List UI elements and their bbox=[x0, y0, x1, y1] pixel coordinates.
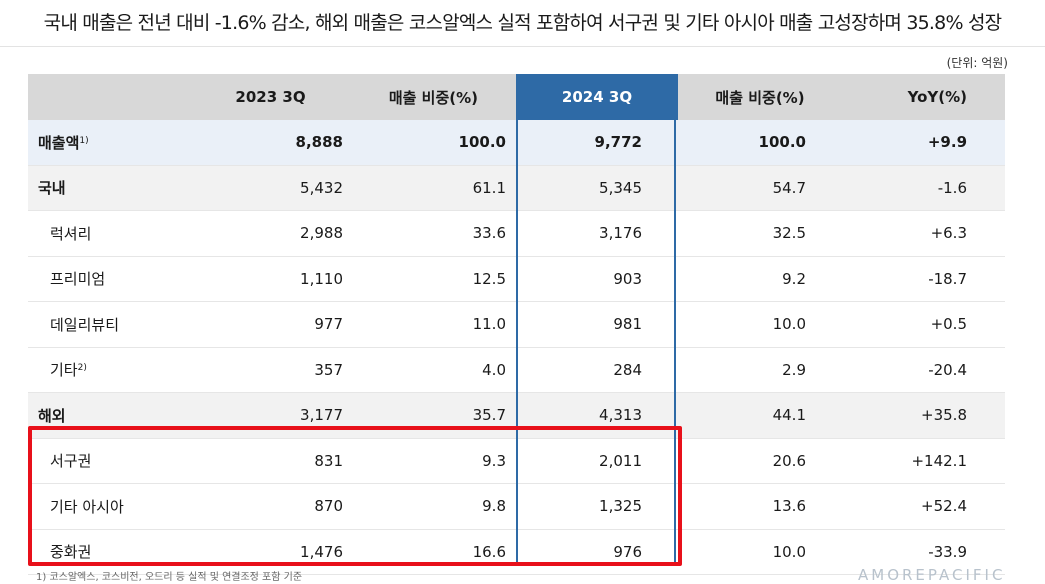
cell-value: 9.2 bbox=[782, 269, 806, 288]
row-label: 프리미엄 bbox=[50, 270, 106, 289]
sales-table: 2023 3Q 매출 비중(%) 2024 3Q 매출 비중(%) YoY(%)… bbox=[28, 74, 1005, 575]
cell-value: 44.1 bbox=[678, 392, 842, 438]
row-label: 기타 아시아 bbox=[50, 497, 124, 516]
footnote: 1) 코스알엑스, 코스비전, 오드리 등 실적 및 연결조정 포함 기준 bbox=[36, 572, 303, 583]
cell-value: 981 bbox=[613, 315, 642, 334]
cell-value: +9.9 bbox=[842, 120, 1005, 165]
row-label: 럭셔리 bbox=[50, 224, 92, 243]
header-share-2024: 매출 비중(%) bbox=[678, 74, 842, 120]
cell-value: 976 bbox=[613, 542, 642, 561]
cell-value: 2,988 bbox=[300, 224, 343, 243]
cell-value: 33.6 bbox=[472, 224, 506, 243]
cell-value: -33.9 bbox=[928, 542, 967, 561]
row-label: 매출액1) bbox=[28, 120, 188, 165]
row-daily-beauty: 데일리뷰티 977 11.0 981 10.0 +0.5 bbox=[28, 302, 1005, 347]
header-2023-3q: 2023 3Q bbox=[188, 74, 353, 120]
cell-value: 1,325 bbox=[599, 497, 642, 516]
cell-value: 100.0 bbox=[353, 120, 516, 165]
cell-value: +0.5 bbox=[930, 315, 967, 334]
divider bbox=[0, 46, 1045, 47]
row-others: 기타2) 357 4.0 284 2.9 -20.4 bbox=[28, 347, 1005, 393]
row-label: 기타2) bbox=[50, 361, 87, 380]
cell-value: 54.7 bbox=[678, 165, 842, 211]
row-label: 서구권 bbox=[50, 452, 92, 471]
cell-value: 32.5 bbox=[772, 224, 806, 243]
cell-value: 8,888 bbox=[188, 120, 353, 165]
row-luxury: 럭셔리 2,988 33.6 3,176 32.5 +6.3 bbox=[28, 211, 1005, 256]
header-2024-3q: 2024 3Q bbox=[516, 74, 678, 120]
cell-value: 2,011 bbox=[599, 451, 642, 470]
header-yoy: YoY(%) bbox=[842, 74, 1005, 120]
cell-value: 9.3 bbox=[482, 451, 506, 470]
row-domestic: 국내 5,432 61.1 5,345 54.7 -1.6 bbox=[28, 165, 1005, 211]
cell-value: +52.4 bbox=[921, 497, 967, 516]
cell-value: -1.6 bbox=[842, 165, 1005, 211]
row-label: 중화권 bbox=[50, 543, 92, 562]
unit-label: (단위: 억원) bbox=[946, 56, 1008, 70]
row-greater-china: 중화권 1,476 16.6 976 10.0 -33.9 bbox=[28, 529, 1005, 575]
row-label: 해외 bbox=[28, 392, 188, 438]
row-other-asia: 기타 아시아 870 9.8 1,325 13.6 +52.4 bbox=[28, 484, 1005, 529]
cell-value: 11.0 bbox=[472, 315, 506, 334]
cell-value: 5,345 bbox=[516, 165, 678, 211]
row-total-sales: 매출액1) 8,888 100.0 9,772 100.0 +9.9 bbox=[28, 120, 1005, 165]
cell-value: 10.0 bbox=[772, 542, 806, 561]
cell-value: 903 bbox=[613, 269, 642, 288]
cell-value: 357 bbox=[314, 360, 343, 379]
cell-value: 20.6 bbox=[772, 451, 806, 470]
cell-value: 2.9 bbox=[782, 360, 806, 379]
cell-value: 35.7 bbox=[353, 392, 516, 438]
cell-value: 9,772 bbox=[516, 120, 678, 165]
cell-value: +6.3 bbox=[930, 224, 967, 243]
cell-value: 16.6 bbox=[472, 542, 506, 561]
cell-value: 9.8 bbox=[482, 497, 506, 516]
cell-value: 1,110 bbox=[300, 269, 343, 288]
row-label: 데일리뷰티 bbox=[50, 315, 120, 334]
cell-value: -18.7 bbox=[928, 269, 967, 288]
row-premium: 프리미엄 1,110 12.5 903 9.2 -18.7 bbox=[28, 256, 1005, 302]
cell-value: 5,432 bbox=[188, 165, 353, 211]
cell-value: 977 bbox=[314, 315, 343, 334]
cell-value: +35.8 bbox=[842, 392, 1005, 438]
cell-value: 831 bbox=[314, 451, 343, 470]
cell-value: +142.1 bbox=[911, 451, 967, 470]
table-header-row: 2023 3Q 매출 비중(%) 2024 3Q 매출 비중(%) YoY(%) bbox=[28, 74, 1005, 120]
cell-value: 1,476 bbox=[300, 542, 343, 561]
row-label: 국내 bbox=[28, 165, 188, 211]
headline: 국내 매출은 전년 대비 -1.6% 감소, 해외 매출은 코스알엑스 실적 포… bbox=[43, 12, 1002, 34]
header-share-2023: 매출 비중(%) bbox=[353, 74, 516, 120]
row-western: 서구권 831 9.3 2,011 20.6 +142.1 bbox=[28, 438, 1005, 484]
row-overseas: 해외 3,177 35.7 4,313 44.1 +35.8 bbox=[28, 392, 1005, 438]
cell-value: 284 bbox=[613, 360, 642, 379]
company-logo: AMOREPACIFIC bbox=[858, 566, 1006, 584]
cell-value: 4,313 bbox=[516, 392, 678, 438]
cell-value: 3,176 bbox=[599, 224, 642, 243]
cell-value: 870 bbox=[314, 497, 343, 516]
cell-value: -20.4 bbox=[928, 360, 967, 379]
cell-value: 100.0 bbox=[678, 120, 842, 165]
cell-value: 3,177 bbox=[188, 392, 353, 438]
cell-value: 12.5 bbox=[472, 269, 506, 288]
cell-value: 13.6 bbox=[772, 497, 806, 516]
cell-value: 61.1 bbox=[353, 165, 516, 211]
cell-value: 4.0 bbox=[482, 360, 506, 379]
header-label bbox=[28, 74, 188, 120]
cell-value: 10.0 bbox=[772, 315, 806, 334]
